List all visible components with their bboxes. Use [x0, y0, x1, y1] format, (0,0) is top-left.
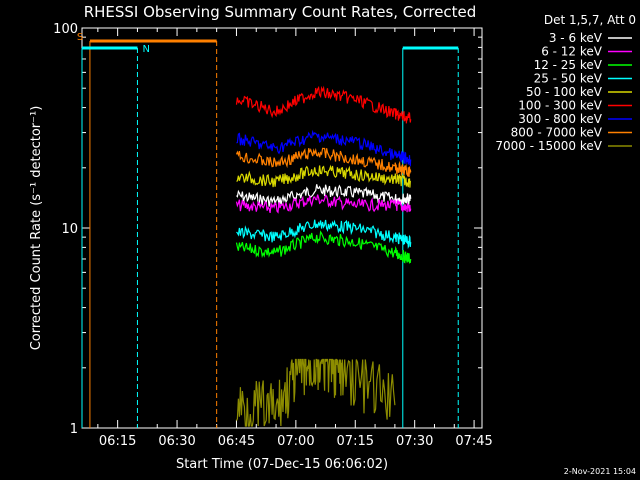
y-axis-label: Corrected Count Rate (s⁻¹ detector⁻¹) [29, 106, 44, 351]
x-tick-label: 06:45 [218, 434, 255, 449]
y-tick-label: 1 [70, 422, 78, 437]
flag-label: S [77, 32, 83, 43]
y-axis: 1 10 100 [53, 22, 482, 437]
series-line [235, 194, 412, 214]
series-line [236, 164, 412, 188]
timestamp: 2-Nov-2021 15:04 [564, 467, 636, 476]
legend-title: Det 1,5,7, Att 0 [544, 13, 636, 27]
legend-label: 100 - 300 keV [518, 99, 602, 113]
legend-label: 12 - 25 keV [534, 58, 603, 72]
series-line [236, 129, 412, 167]
y-tick-label: 10 [61, 222, 78, 237]
x-tick-label: 07:45 [455, 434, 492, 449]
chart-title: RHESSI Observing Summary Count Rates, Co… [84, 3, 477, 21]
x-tick-label: 06:15 [99, 434, 136, 449]
flag-bars: SN [77, 32, 459, 428]
series-line [235, 230, 412, 264]
flag-label: N [142, 44, 149, 55]
legend-label: 25 - 50 keV [534, 72, 603, 86]
series-line [236, 219, 412, 250]
series-line [235, 85, 412, 124]
y-tick-label: 100 [53, 22, 78, 37]
plot-frame [81, 27, 483, 429]
series-line [235, 358, 396, 427]
x-axis-label: Start Time (07-Dec-15 06:06:02) [176, 457, 388, 472]
legend-label: 6 - 12 keV [541, 45, 603, 59]
x-tick-label: 06:30 [158, 434, 195, 449]
x-tick-label: 07:30 [396, 434, 433, 449]
x-tick-label: 07:00 [277, 434, 314, 449]
legend-label: 800 - 7000 keV [511, 126, 603, 140]
legend-label: 3 - 6 keV [549, 31, 603, 45]
series-line [235, 147, 412, 177]
x-axis: 06:15 06:30 06:45 07:00 07:15 07:30 07:45 [97, 28, 493, 449]
x-tick-label: 07:15 [337, 434, 374, 449]
legend-label: 50 - 100 keV [526, 85, 603, 99]
legend-label: 7000 - 15000 keV [495, 139, 602, 153]
legend-label: 300 - 800 keV [518, 112, 602, 126]
series-lines [235, 85, 412, 427]
